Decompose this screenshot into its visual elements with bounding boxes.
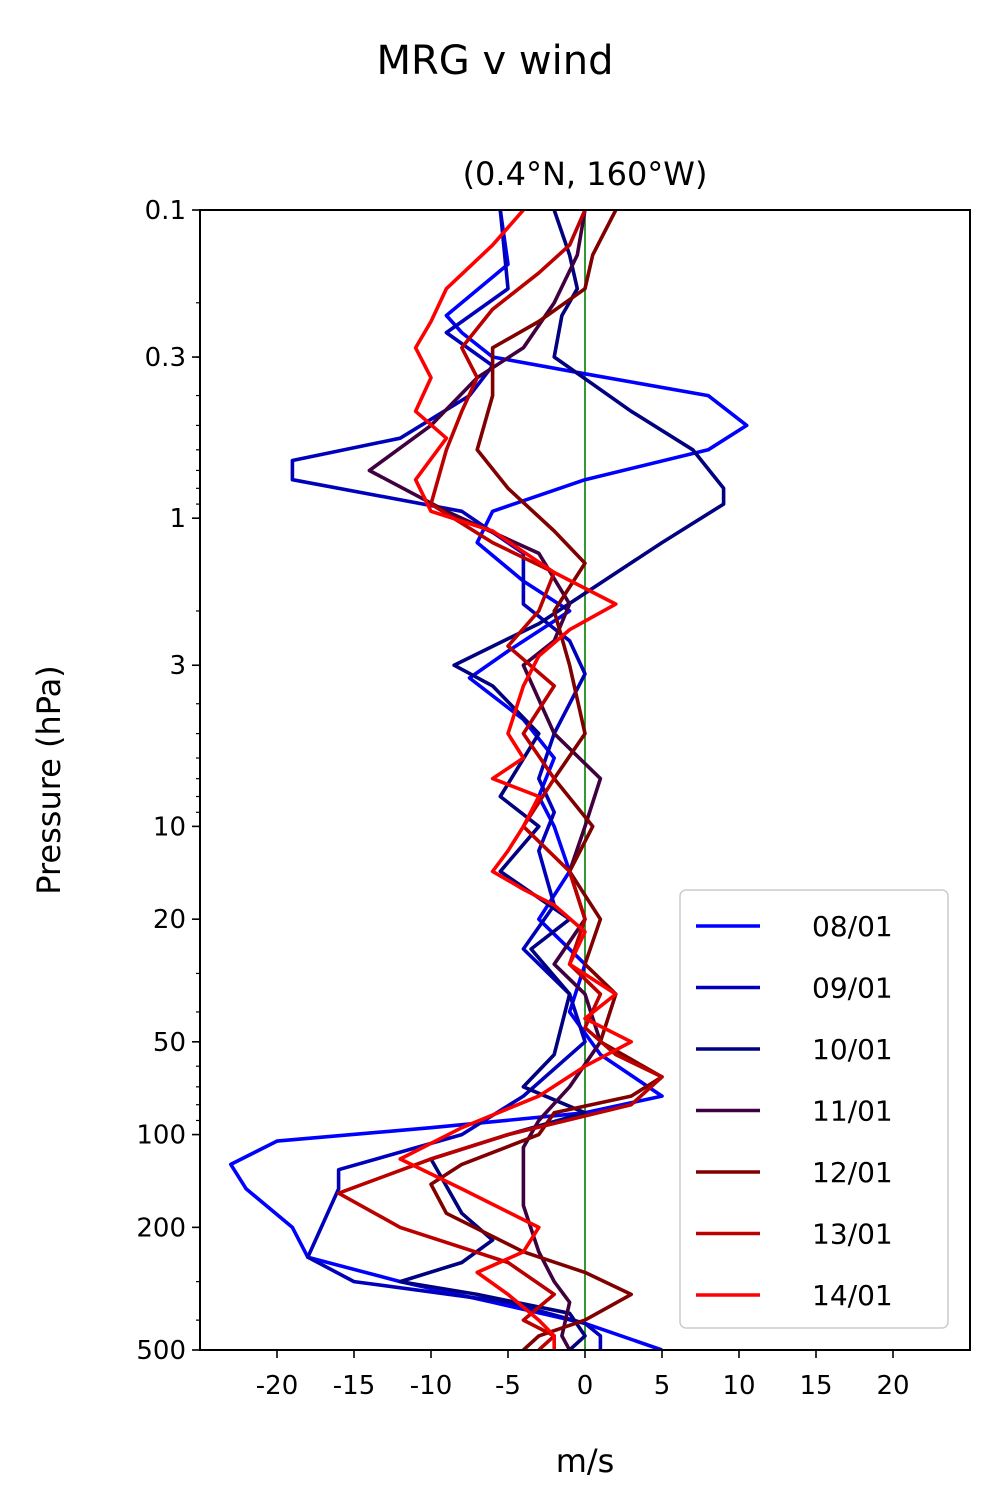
- y-tick-label: 500: [136, 1336, 186, 1366]
- y-tick-label: 0.3: [145, 343, 186, 373]
- series-line-11-01: [367, 210, 603, 1350]
- series-line-12-01: [429, 210, 664, 1350]
- series-line-14-01: [398, 210, 634, 1350]
- legend-label: 08/01: [812, 910, 893, 943]
- y-tick-label: 3: [169, 651, 186, 681]
- x-tick-label: -15: [333, 1371, 375, 1401]
- y-tick-label: 1: [169, 504, 186, 534]
- x-tick-label: -5: [495, 1371, 521, 1401]
- chart-suptitle: MRG v wind: [377, 38, 614, 84]
- y-tick-label: 100: [136, 1121, 186, 1151]
- x-ticks: -20 -15 -10 -5 0 5 10 15 20: [256, 1350, 910, 1401]
- legend-box: [679, 889, 949, 1329]
- x-tick-label: 20: [876, 1371, 909, 1401]
- series-line-13-01: [336, 210, 664, 1350]
- x-tick-label: -20: [256, 1371, 298, 1401]
- legend: 08/01 09/01 10/01 11/01 12/01 13/01 14/01: [679, 889, 949, 1329]
- y-ticks: 0.1 0.3 1 3 10 20 50 100 200 500: [136, 196, 200, 1366]
- x-tick-label: -10: [410, 1371, 452, 1401]
- y-axis-label: Pressure (hPa): [30, 665, 68, 895]
- y-tick-label: 20: [153, 905, 186, 935]
- x-axis-label: m/s: [556, 1442, 615, 1480]
- y-tick-label: 0.1: [145, 196, 186, 226]
- legend-label: 09/01: [812, 972, 893, 1005]
- chart-title: (0.4°N, 160°W): [463, 155, 708, 193]
- legend-label: 12/01: [812, 1156, 893, 1189]
- x-tick-label: 10: [722, 1371, 755, 1401]
- legend-label: 11/01: [812, 1095, 893, 1128]
- y-tick-label: 50: [153, 1028, 186, 1058]
- x-tick-label: 0: [577, 1371, 594, 1401]
- series-line-08-01: [229, 210, 749, 1350]
- y-tick-label: 200: [136, 1213, 186, 1243]
- legend-label: 14/01: [812, 1279, 893, 1312]
- series-group: [229, 210, 749, 1350]
- x-tick-label: 5: [654, 1371, 671, 1401]
- x-tick-label: 15: [799, 1371, 832, 1401]
- series-line-09-01: [290, 210, 603, 1350]
- y-tick-label: 10: [153, 812, 186, 842]
- legend-label: 10/01: [812, 1033, 893, 1066]
- series-line-10-01: [398, 210, 726, 1350]
- legend-label: 13/01: [812, 1218, 893, 1251]
